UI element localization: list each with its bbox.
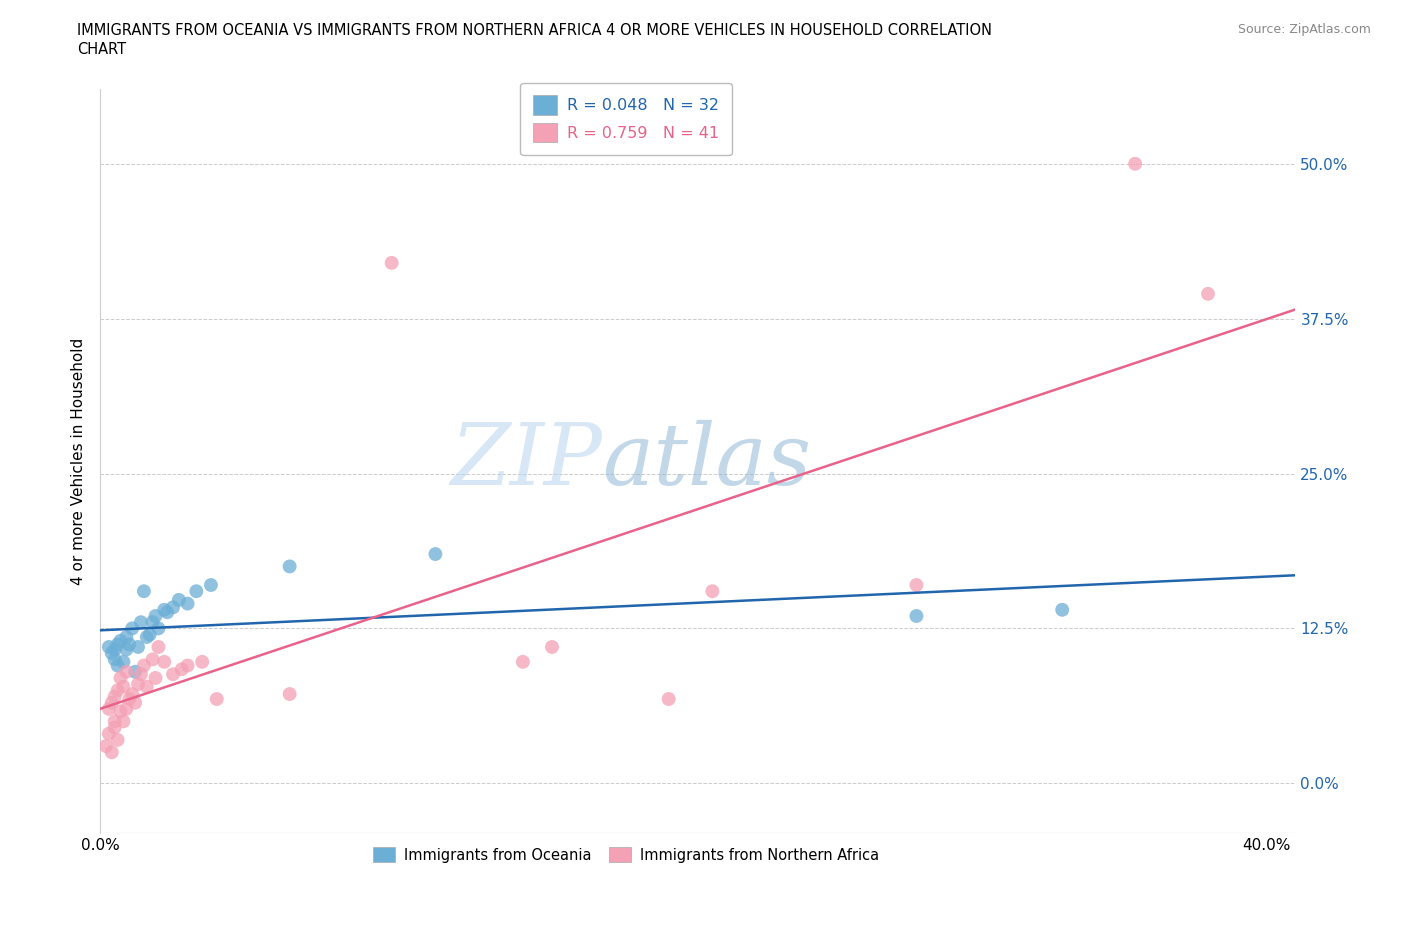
Point <box>170 662 193 677</box>
Point <box>94 738 117 753</box>
Text: ZIP: ZIP <box>450 419 602 502</box>
Point <box>162 667 184 682</box>
Point <box>153 655 176 670</box>
Point <box>104 720 127 735</box>
Point <box>905 608 928 623</box>
Point <box>107 637 129 652</box>
Point <box>112 655 135 670</box>
Point <box>101 645 124 660</box>
Point <box>176 658 198 673</box>
Point <box>135 679 157 694</box>
Point <box>145 671 167 685</box>
Point <box>658 692 681 707</box>
Point <box>104 689 127 704</box>
Y-axis label: 4 or more Vehicles in Household: 4 or more Vehicles in Household <box>72 338 86 585</box>
Point <box>124 696 146 711</box>
Point <box>110 671 132 685</box>
Point <box>115 630 138 644</box>
Point <box>162 600 184 615</box>
Point <box>101 745 124 760</box>
Point <box>278 686 301 701</box>
Point <box>115 664 138 679</box>
Point <box>107 733 129 748</box>
Point <box>512 655 534 670</box>
Text: IMMIGRANTS FROM OCEANIA VS IMMIGRANTS FROM NORTHERN AFRICA 4 OR MORE VEHICLES IN: IMMIGRANTS FROM OCEANIA VS IMMIGRANTS FR… <box>77 23 993 38</box>
Point <box>124 664 146 679</box>
Text: CHART: CHART <box>77 42 127 57</box>
Point <box>104 652 127 667</box>
Point <box>905 578 928 592</box>
Point <box>142 615 165 630</box>
Point <box>142 652 165 667</box>
Point <box>97 726 120 741</box>
Point <box>97 701 120 716</box>
Point <box>167 592 190 607</box>
Point <box>118 637 141 652</box>
Point <box>541 640 564 655</box>
Point <box>702 584 724 599</box>
Point <box>1197 286 1219 301</box>
Point <box>112 679 135 694</box>
Point <box>135 630 157 644</box>
Point <box>1123 156 1146 171</box>
Point <box>127 677 149 692</box>
Point <box>381 256 404 271</box>
Point <box>121 686 143 701</box>
Point <box>205 692 228 707</box>
Point <box>107 683 129 698</box>
Point <box>148 640 170 655</box>
Point <box>278 559 301 574</box>
Point <box>118 692 141 707</box>
Point <box>115 701 138 716</box>
Legend: Immigrants from Oceania, Immigrants from Northern Africa: Immigrants from Oceania, Immigrants from… <box>366 840 886 870</box>
Text: Source: ZipAtlas.com: Source: ZipAtlas.com <box>1237 23 1371 36</box>
Point <box>176 596 198 611</box>
Point <box>107 658 129 673</box>
Point <box>112 714 135 729</box>
Point <box>127 640 149 655</box>
Point <box>186 584 208 599</box>
Point <box>148 621 170 636</box>
Point <box>129 667 152 682</box>
Point <box>104 714 127 729</box>
Point <box>1050 603 1073 618</box>
Point <box>110 633 132 648</box>
Point <box>145 608 167 623</box>
Point <box>191 655 214 670</box>
Point <box>121 621 143 636</box>
Point <box>97 640 120 655</box>
Point <box>110 704 132 719</box>
Text: atlas: atlas <box>602 419 811 502</box>
Point <box>132 658 155 673</box>
Point <box>132 584 155 599</box>
Point <box>153 603 176 618</box>
Point <box>138 627 160 642</box>
Point <box>104 642 127 657</box>
Point <box>101 696 124 711</box>
Point <box>200 578 222 592</box>
Point <box>156 604 179 619</box>
Point <box>425 547 447 562</box>
Point <box>129 615 152 630</box>
Point <box>115 642 138 657</box>
